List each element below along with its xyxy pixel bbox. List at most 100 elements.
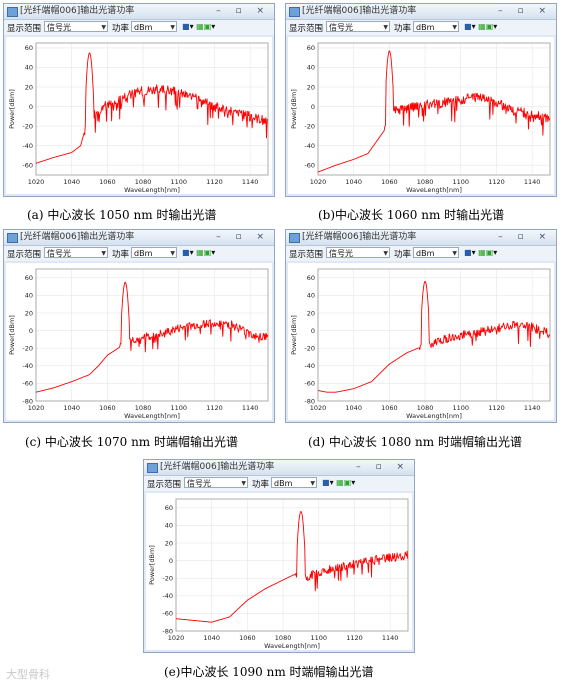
more-icon[interactable]: ▾ [493,22,498,31]
window-titlebar[interactable]: [光纤端帽006]输出光谱功率 – ▫ × [144,460,414,476]
y-tick-label: 40 [307,292,315,300]
window-toolbar: 显示范围 信号光 ▼ 功率 dBm ▼ ■▾ ▦▣▾ [286,20,556,35]
plot-area: 1020 1040 1060 1080 1100 1120 1140 -60 -40 -20 0 20… [288,37,554,194]
plot-frame [35,268,269,402]
save-icon[interactable]: ■ [464,22,472,31]
y-axis-label: Power[dBm] [8,89,16,129]
caption-e: (e)中心波长 1090 nm 时端帽输出光谱 [164,665,374,679]
spectrum-chart: 1020 1040 1060 1080 1100 1120 1140 -80 -60 -40 -20… [148,498,409,650]
spectrum-chart: 1020 1040 1060 1080 1100 1120 1140 -80 -60 -40 -20… [8,268,269,420]
power-select[interactable]: dBm ▼ [271,477,317,488]
window-titlebar[interactable]: [光纤端帽006]输出光谱功率 – ▫ × [4,4,274,20]
lock-icon[interactable]: ▣ [485,248,494,257]
chevron-down-icon: ▼ [452,24,457,31]
x-tick-label: 1140 [242,404,259,412]
x-tick-label: 1020 [310,178,327,186]
window-titlebar[interactable]: [光纤端帽006]输出光谱功率 – ▫ × [286,230,556,246]
window-controls[interactable]: – ▫ × [498,6,552,16]
save-icon[interactable]: ■ [182,22,190,31]
chevron-down-icon: ▼ [170,24,175,31]
range-select-value: 信号光 [329,23,353,32]
window-controls[interactable]: – ▫ × [216,6,270,16]
toolbar-tools: ■▾ ▦▣▾ [464,248,497,257]
range-select[interactable]: 信号光 ▼ [326,21,390,32]
chart-icon[interactable]: ▦ [196,248,204,257]
spectrum-chart: 1020 1040 1060 1080 1100 1120 1140 -80 -60 -40 -20… [290,268,551,420]
x-tick-label: 1120 [206,178,223,186]
power-select[interactable]: dBm ▼ [131,247,177,258]
plot-area: 1020 1040 1060 1080 1100 1120 1140 -80 -60 -40 -20… [6,263,272,420]
x-tick-label: 1060 [239,634,256,642]
power-select[interactable]: dBm ▼ [131,21,177,32]
range-label: 显示范围 [289,24,324,34]
chevron-down-icon: ▼ [452,250,457,257]
window-app-icon [147,463,158,473]
lock-icon[interactable]: ▣ [343,478,352,487]
spectrum-chart: 1020 1040 1060 1080 1100 1120 1140 -60 -40 -20 0 20… [8,42,269,194]
y-tick-label: -60 [22,380,33,388]
caption-a: (a) 中心波长 1050 nm 时输出光谱 [27,208,217,222]
y-tick-label: 40 [165,522,173,530]
chart-icon[interactable]: ▦ [478,248,486,257]
more-icon[interactable]: ▾ [211,22,216,31]
x-tick-label: 1100 [452,404,469,412]
window-toolbar: 显示范围 信号光 ▼ 功率 dBm ▼ ■▾ ▦▣▾ [4,246,274,261]
save-icon[interactable]: ■ [182,248,190,257]
x-tick-label: 1100 [452,178,469,186]
dropdown-icon[interactable]: ▾ [329,478,334,487]
dropdown-icon[interactable]: ▾ [189,22,194,31]
y-tick-label: 60 [307,274,315,282]
lock-icon[interactable]: ▣ [485,22,494,31]
lock-icon[interactable]: ▣ [203,22,212,31]
more-icon[interactable]: ▾ [493,248,498,257]
window-controls[interactable]: – ▫ × [498,232,552,242]
y-tick-label: 40 [25,64,33,72]
power-select[interactable]: dBm ▼ [413,21,459,32]
dropdown-icon[interactable]: ▾ [471,22,476,31]
x-tick-label: 1020 [28,404,45,412]
power-select-value: dBm [274,479,293,488]
more-icon[interactable]: ▾ [351,478,356,487]
power-select[interactable]: dBm ▼ [413,247,459,258]
x-axis-label: WaveLength[nm] [124,186,180,194]
x-tick-label: 1040 [63,178,80,186]
range-label: 显示范围 [7,24,42,34]
y-tick-label: -20 [22,345,33,353]
y-tick-label: 20 [165,539,173,547]
x-tick-label: 1140 [524,404,541,412]
y-tick-label: 60 [165,504,173,512]
dropdown-icon[interactable]: ▾ [189,248,194,257]
x-tick-label: 1060 [99,178,116,186]
range-select[interactable]: 信号光 ▼ [44,247,108,258]
y-tick-label: -60 [162,610,173,618]
x-tick-label: 1080 [135,178,152,186]
chart-icon[interactable]: ▦ [336,478,344,487]
x-tick-label: 1040 [203,634,220,642]
save-icon[interactable]: ■ [464,248,472,257]
range-select[interactable]: 信号光 ▼ [184,477,248,488]
window-titlebar[interactable]: [光纤端帽006]输出光谱功率 – ▫ × [4,230,274,246]
window-controls[interactable]: – ▫ × [356,462,410,472]
dropdown-icon[interactable]: ▾ [471,248,476,257]
y-tick-label: -20 [304,345,315,353]
y-tick-label: -40 [22,142,33,150]
more-icon[interactable]: ▾ [211,248,216,257]
y-tick-label: 20 [307,309,315,317]
window-titlebar[interactable]: [光纤端帽006]输出光谱功率 – ▫ × [286,4,556,20]
range-select[interactable]: 信号光 ▼ [326,247,390,258]
y-tick-label: 60 [25,274,33,282]
plot-area: 1020 1040 1060 1080 1100 1120 1140 -60 -40 -20 0 20… [6,37,272,194]
chart-icon[interactable]: ▦ [196,22,204,31]
range-select[interactable]: 信号光 ▼ [44,21,108,32]
range-select-value: 信号光 [187,479,211,488]
window-controls[interactable]: – ▫ × [216,232,270,242]
lock-icon[interactable]: ▣ [203,248,212,257]
y-tick-label: 20 [307,83,315,91]
chart-icon[interactable]: ▦ [478,22,486,31]
y-axis-label: Power[dBm] [148,545,156,585]
spectrum-chart: 1020 1040 1060 1080 1100 1120 1140 -60 -40 -20 0 20… [290,42,551,194]
save-icon[interactable]: ■ [322,478,330,487]
power-select-value: dBm [416,23,435,32]
x-tick-label: 1040 [63,404,80,412]
y-tick-label: 20 [25,83,33,91]
